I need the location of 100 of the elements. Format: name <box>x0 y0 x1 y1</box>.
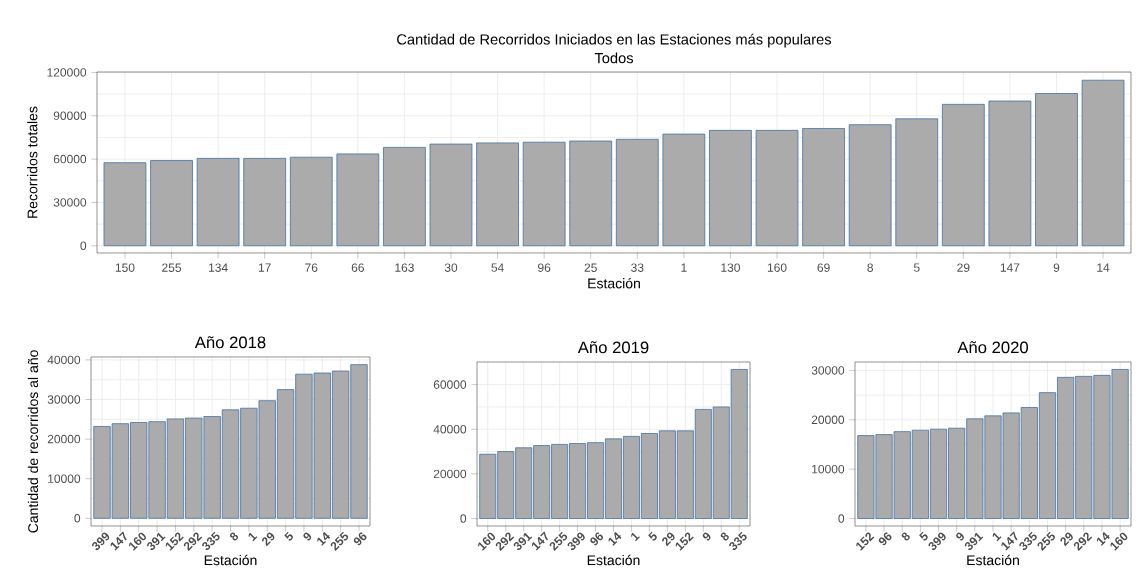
x-tick-label: 147 <box>531 531 549 551</box>
x-tick-label: 8 <box>901 532 910 541</box>
x-tick-label: 163 <box>395 263 414 272</box>
x-tick-label: 292 <box>1073 532 1093 551</box>
chart-title: Año 2020 <box>957 341 1028 354</box>
x-tick-label: 14 <box>608 531 622 546</box>
x-tick-label: 292 <box>495 532 515 551</box>
bar <box>476 142 519 247</box>
y-tick-label: 120000 <box>47 68 87 77</box>
x-tick-label: 5 <box>284 531 293 541</box>
bar <box>522 141 566 247</box>
bar <box>1081 79 1125 247</box>
x-axis-title: Estación <box>204 554 257 566</box>
x-tick-label: 14 <box>1096 531 1110 546</box>
x-tick-label: 76 <box>305 263 318 272</box>
bar <box>243 157 287 247</box>
x-tick-label: 160 <box>767 263 787 272</box>
y-axis-title: Recorridos totales <box>27 106 38 218</box>
x-tick-label: 96 <box>590 532 604 546</box>
x-tick-label: 399 <box>928 532 946 551</box>
x-axis-title: Estación <box>587 554 640 566</box>
y-tick-label: 30000 <box>53 198 87 207</box>
x-tick-label: 8 <box>720 532 729 541</box>
y-tick-label: 20000 <box>433 469 467 479</box>
x-tick-label: 29 <box>662 532 675 547</box>
bar <box>848 124 892 247</box>
x-tick-label: 14 <box>317 531 331 546</box>
x-tick-label: 96 <box>878 532 892 546</box>
bar <box>150 160 193 247</box>
x-tick-label: 255 <box>1037 531 1055 551</box>
bar <box>895 118 939 247</box>
y-tick-label: 90000 <box>53 111 87 121</box>
x-tick-label: 160 <box>1110 532 1128 551</box>
y-tick-label: 0 <box>460 514 467 523</box>
x-tick-label: 399 <box>567 532 585 551</box>
x-tick-label: 335 <box>729 531 747 551</box>
bar <box>336 153 380 247</box>
y-tick-label: 0 <box>74 514 81 523</box>
bar <box>941 103 985 247</box>
x-tick-label: 29 <box>261 532 275 547</box>
x-tick-label: 255 <box>549 531 568 551</box>
x-tick-label: 8 <box>867 263 873 272</box>
x-tick-label: 9 <box>303 532 312 541</box>
bar <box>103 162 147 247</box>
bar <box>569 140 613 247</box>
y-tick-label: 60000 <box>433 380 467 389</box>
x-tick-label: 152 <box>856 532 875 551</box>
x-tick-label: 5 <box>913 263 920 272</box>
x-tick-label: 152 <box>165 532 184 551</box>
bar <box>988 100 1032 247</box>
x-tick-label: 130 <box>721 263 740 272</box>
x-tick-label: 150 <box>115 263 135 272</box>
bar <box>615 138 659 247</box>
chart-title: Año 2018 <box>194 336 266 349</box>
y-tick-label: 40000 <box>47 355 81 365</box>
bar <box>429 143 473 247</box>
x-tick-label: 152 <box>675 532 694 551</box>
x-tick-label: 1 <box>631 532 640 542</box>
x-tick-label: 25 <box>584 263 597 272</box>
x-tick-label: 5 <box>919 531 928 541</box>
bar <box>1035 93 1078 247</box>
x-tick-label: 8 <box>229 532 239 541</box>
x-tick-label: 9 <box>1053 263 1060 272</box>
bar <box>802 128 845 247</box>
chart-subtitle: Todos <box>594 52 634 64</box>
x-tick-label: 1 <box>248 532 258 542</box>
x-tick-label: 9 <box>702 532 711 541</box>
x-tick-label: 29 <box>1060 532 1073 547</box>
x-tick-label: 54 <box>491 263 504 272</box>
x-tick-label: 5 <box>648 531 657 541</box>
y-tick-label: 10000 <box>812 464 845 474</box>
y-tick-label: 0 <box>80 241 87 251</box>
y-tick-label: 20000 <box>811 415 845 425</box>
x-tick-label: 391 <box>964 532 984 551</box>
y-axis-title: Cantidad de recorridos al año <box>27 350 39 533</box>
y-tick-label: 30000 <box>47 395 81 404</box>
x-tick-label: 14 <box>1097 263 1110 272</box>
x-tick-label: 391 <box>147 532 166 551</box>
y-tick-label: 20000 <box>47 434 81 444</box>
x-tick-label: 134 <box>209 263 228 272</box>
x-tick-label: 96 <box>538 263 551 272</box>
x-tick-label: 160 <box>478 532 496 551</box>
x-tick-label: 391 <box>513 532 533 551</box>
y-tick-label: 40000 <box>433 425 467 434</box>
x-tick-label: 335 <box>1019 531 1037 551</box>
bar <box>755 129 799 247</box>
x-tick-label: 147 <box>1000 263 1020 272</box>
bar <box>196 157 240 247</box>
y-tick-label: 0 <box>838 514 845 523</box>
bar <box>289 156 333 247</box>
x-axis-title: Estación <box>967 554 1019 566</box>
chart-title: Cantidad de Recorridos Iniciados en las Estaciones más populares <box>397 33 832 48</box>
x-tick-label: 1 <box>681 263 687 272</box>
x-tick-label: 1 <box>992 532 1002 542</box>
x-axis-title: Estación <box>588 277 640 289</box>
y-tick-label: 10000 <box>48 474 81 483</box>
x-tick-label: 399 <box>92 532 110 551</box>
x-tick-label: 66 <box>351 263 364 272</box>
x-tick-label: 33 <box>631 263 644 272</box>
x-tick-label: 147 <box>1001 531 1018 551</box>
